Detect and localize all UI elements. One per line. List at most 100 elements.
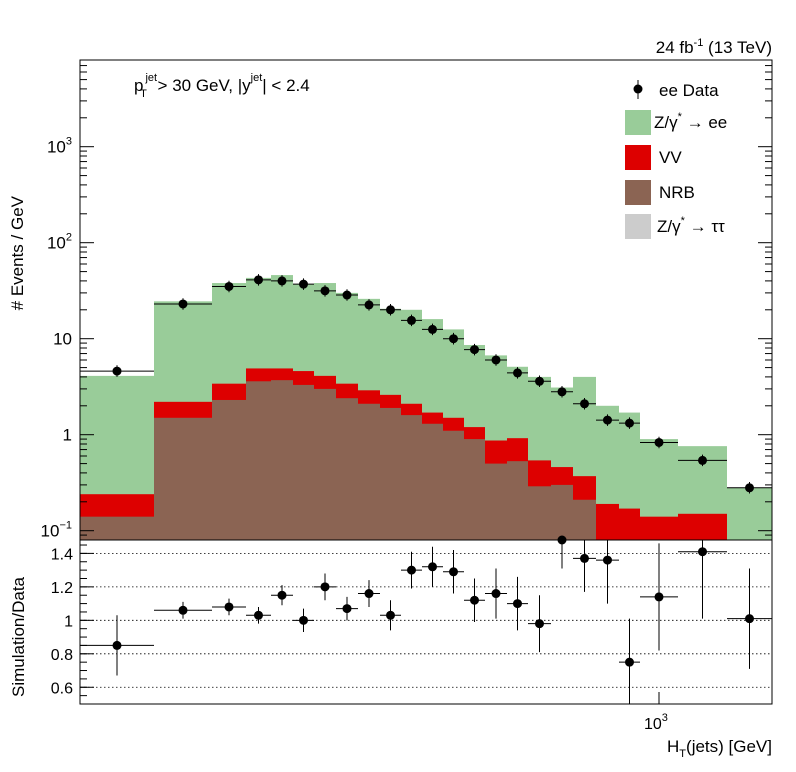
ratio-y-ticks: 0.6 0.8 1 1.2 1.4 — [51, 544, 94, 705]
x-tick-label-1000: 103 — [644, 712, 668, 733]
ratio-y-tick-label-3: 1.2 — [51, 580, 73, 597]
ratio-point-21 — [654, 592, 664, 602]
ratio-point-18 — [580, 553, 589, 563]
nrb-bar-17 — [551, 484, 573, 540]
legend-entry-vv: VV — [625, 145, 682, 170]
data-point-19 — [603, 415, 612, 425]
y-tick-label-2: 10 — [53, 330, 72, 349]
data-point-11 — [428, 324, 437, 334]
ratio-y-tick-label-1: 0.8 — [51, 647, 73, 664]
data-point-15 — [513, 368, 522, 378]
legend-entry-data: ee Data — [633, 80, 719, 100]
lumi-label: 24 fb-1 (13 TeV) — [656, 37, 772, 57]
ratio-y-tick-label-0: 0.6 — [51, 680, 73, 697]
ratio-point-16 — [535, 619, 544, 629]
ratio-gridlines — [80, 552, 772, 688]
nrb-bar-8 — [358, 403, 380, 540]
nrb-bar-12 — [443, 430, 464, 540]
dy-bar-23 — [727, 487, 772, 540]
vv-bar-21 — [640, 516, 678, 540]
ratio-point-14 — [491, 589, 501, 599]
legend-entry-nrb: NRB — [625, 180, 695, 205]
legend: ee Data Z/γ* → ee VV NRB Z/γ* → ττ — [625, 80, 727, 239]
ratio-point-15 — [513, 599, 522, 609]
main-y-axis-label: # Events / GeV — [8, 195, 27, 310]
svg-text:NRB: NRB — [659, 183, 695, 202]
ratio-y-tick-label-4: 1.4 — [51, 546, 73, 563]
ratio-point-19 — [603, 555, 612, 565]
y-tick-label-4: 103 — [47, 136, 72, 157]
data-point-18 — [580, 399, 589, 409]
legend-swatch-nrb — [625, 180, 651, 205]
data-point-13 — [470, 345, 479, 355]
data-point-0 — [112, 366, 122, 376]
vv-bar-19 — [596, 503, 619, 540]
data-point-1 — [178, 299, 188, 309]
ratio-point-2 — [224, 602, 234, 612]
x-axis-label: HT(jets) [GeV] — [667, 737, 772, 760]
nrb-bar-16 — [528, 486, 551, 540]
stacked-histogram — [80, 275, 772, 540]
nrb-bar-5 — [293, 384, 314, 540]
data-point-12 — [449, 334, 458, 344]
svg-text:Z/γ* → ee: Z/γ* → ee — [654, 111, 727, 132]
main-panel: 10−1 1 10 102 103 # Events / GeV p jet T > 30 … — [8, 59, 773, 541]
legend-swatch-vv — [625, 145, 651, 170]
nrb-bar-2 — [212, 399, 246, 540]
data-point-6 — [320, 286, 330, 296]
ratio-point-22 — [698, 547, 707, 557]
data-point-17 — [557, 387, 567, 397]
dy-bar-20 — [619, 412, 640, 540]
ratio-point-11 — [428, 562, 437, 572]
ratio-y-tick-label-2: 1 — [64, 613, 73, 630]
nrb-bar-4 — [271, 380, 293, 540]
svg-text:Z/γ* → ττ: Z/γ* → ττ — [657, 215, 725, 236]
ratio-point-4 — [277, 590, 287, 600]
nrb-bar-1 — [154, 417, 212, 540]
ratio-point-7 — [342, 604, 352, 614]
vv-bar-20 — [619, 508, 640, 540]
ratio-points — [80, 535, 772, 704]
legend-entry-ztautau: Z/γ* → ττ — [625, 214, 725, 239]
ratio-point-12 — [449, 567, 458, 577]
y-tick-label-1: 1 — [63, 426, 72, 445]
ratio-point-23 — [745, 614, 754, 624]
data-point-20 — [625, 418, 634, 428]
data-point-14 — [491, 355, 501, 365]
data-point-5 — [299, 279, 308, 289]
selection-label: p jet T > 30 GeV, |yjet| < 2.4 — [134, 72, 310, 100]
legend-swatch-ztautau — [625, 214, 651, 239]
ratio-panel: 0.6 0.8 1 1.2 1.4 Simulation/Data 103 HT(jet… — [9, 535, 773, 760]
ratio-point-6 — [320, 582, 330, 592]
ratio-panel-frame — [79, 539, 773, 705]
data-point-21 — [654, 437, 664, 447]
ratio-point-5 — [299, 615, 308, 625]
y-tick-label-0: 10−1 — [41, 520, 72, 541]
data-points — [80, 274, 772, 494]
nrb-bar-14 — [485, 463, 507, 540]
main-y-ticks: 10−1 1 10 102 103 — [41, 59, 772, 541]
data-point-7 — [342, 290, 352, 300]
ratio-point-13 — [470, 595, 479, 605]
ratio-point-0 — [112, 640, 122, 650]
svg-text:VV: VV — [659, 148, 682, 167]
data-point-10 — [407, 315, 416, 325]
data-point-22 — [698, 455, 707, 465]
ratio-point-1 — [178, 605, 188, 615]
data-point-9 — [386, 305, 395, 315]
ratio-point-10 — [407, 565, 416, 575]
y-tick-label-3: 102 — [47, 232, 72, 253]
nrb-bar-3 — [246, 381, 271, 540]
nrb-bar-15 — [507, 461, 528, 540]
svg-text:ee Data: ee Data — [659, 81, 719, 100]
ratio-y-axis-label: Simulation/Data — [9, 576, 28, 697]
nrb-bar-6 — [314, 388, 336, 540]
ratio-point-20 — [625, 657, 634, 667]
nrb-bar-7 — [336, 398, 358, 540]
nrb-bar-9 — [380, 407, 401, 540]
nrb-bar-0 — [80, 516, 154, 540]
nrb-bar-13 — [464, 439, 485, 540]
data-point-3 — [254, 275, 263, 285]
legend-swatch-zee — [625, 110, 651, 135]
